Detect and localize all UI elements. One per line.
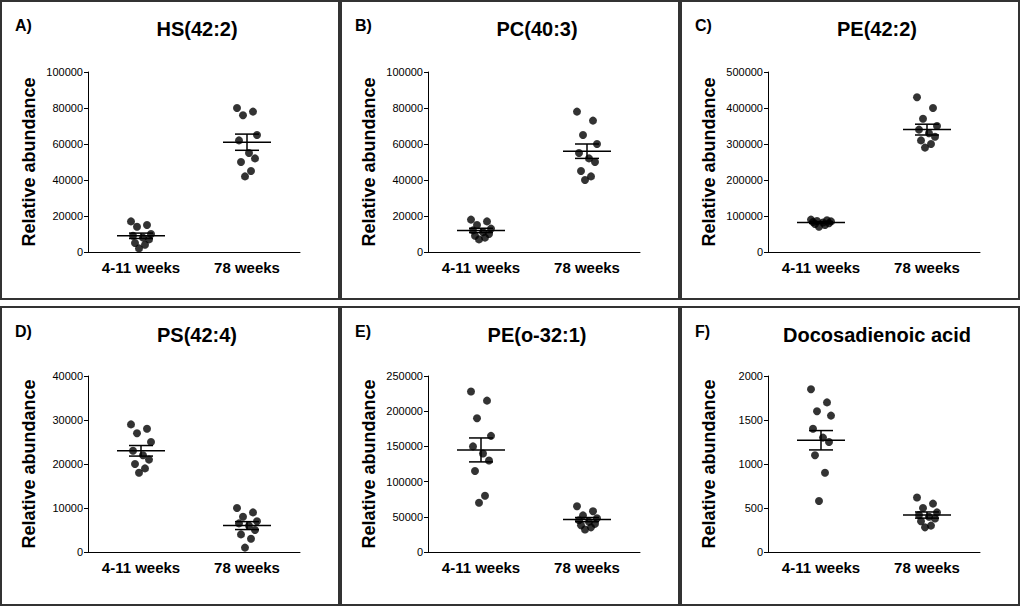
svg-text:1500: 1500 (739, 414, 763, 426)
svg-text:0: 0 (757, 546, 763, 558)
svg-text:Relative abundance: Relative abundance (359, 77, 379, 246)
svg-text:4-11 weeks: 4-11 weeks (102, 259, 180, 276)
svg-text:Relative abundance: Relative abundance (699, 379, 719, 548)
svg-text:4-11 weeks: 4-11 weeks (102, 559, 180, 576)
svg-text:100000: 100000 (46, 66, 83, 78)
svg-text:100000: 100000 (726, 210, 763, 222)
svg-text:0: 0 (77, 246, 83, 258)
svg-text:40000: 40000 (52, 370, 83, 382)
svg-text:PE(42:2): PE(42:2) (837, 18, 917, 40)
svg-text:50000: 50000 (392, 511, 423, 523)
svg-text:Relative abundance: Relative abundance (359, 379, 379, 548)
svg-text:2000: 2000 (739, 370, 763, 382)
svg-text:Relative abundance: Relative abundance (19, 379, 39, 548)
svg-text:80000: 80000 (52, 102, 83, 114)
svg-text:500: 500 (745, 502, 763, 514)
svg-text:A): A) (15, 17, 32, 34)
svg-text:78 weeks: 78 weeks (894, 259, 960, 276)
svg-text:Relative abundance: Relative abundance (699, 77, 719, 246)
svg-text:E): E) (355, 323, 371, 340)
svg-text:300000: 300000 (726, 138, 763, 150)
svg-text:60000: 60000 (392, 138, 423, 150)
svg-text:40000: 40000 (392, 174, 423, 186)
svg-text:200000: 200000 (726, 174, 763, 186)
svg-text:Docosadienoic acid: Docosadienoic acid (783, 324, 971, 346)
svg-text:HS(42:2): HS(42:2) (156, 18, 237, 40)
svg-text:D): D) (15, 323, 32, 340)
svg-text:20000: 20000 (52, 210, 83, 222)
svg-text:0: 0 (77, 546, 83, 558)
svg-text:4-11 weeks: 4-11 weeks (442, 559, 520, 576)
svg-text:PC(40:3): PC(40:3) (496, 18, 577, 40)
svg-text:4-11 weeks: 4-11 weeks (782, 259, 860, 276)
svg-text:40000: 40000 (52, 174, 83, 186)
svg-text:78 weeks: 78 weeks (214, 259, 280, 276)
svg-text:0: 0 (417, 246, 423, 258)
svg-text:60000: 60000 (52, 138, 83, 150)
svg-text:Relative abundance: Relative abundance (19, 77, 39, 246)
svg-text:0: 0 (757, 246, 763, 258)
svg-text:1000: 1000 (739, 458, 763, 470)
svg-text:B): B) (355, 17, 372, 34)
svg-text:500000: 500000 (726, 66, 763, 78)
svg-text:200000: 200000 (386, 405, 423, 417)
svg-text:78 weeks: 78 weeks (894, 559, 960, 576)
svg-text:20000: 20000 (392, 210, 423, 222)
svg-text:250000: 250000 (386, 370, 423, 382)
svg-text:30000: 30000 (52, 414, 83, 426)
svg-text:PE(o-32:1): PE(o-32:1) (488, 324, 587, 346)
svg-text:100000: 100000 (386, 66, 423, 78)
svg-text:150000: 150000 (386, 440, 423, 452)
svg-text:0: 0 (417, 546, 423, 558)
svg-text:78 weeks: 78 weeks (554, 259, 620, 276)
svg-text:F): F) (695, 323, 710, 340)
svg-text:78 weeks: 78 weeks (554, 559, 620, 576)
svg-text:20000: 20000 (52, 458, 83, 470)
svg-text:C): C) (695, 17, 712, 34)
svg-text:100000: 100000 (386, 476, 423, 488)
svg-text:PS(42:4): PS(42:4) (157, 324, 237, 346)
svg-text:78 weeks: 78 weeks (214, 559, 280, 576)
svg-text:400000: 400000 (726, 102, 763, 114)
svg-text:4-11 weeks: 4-11 weeks (442, 259, 520, 276)
svg-text:80000: 80000 (392, 102, 423, 114)
svg-text:10000: 10000 (52, 502, 83, 514)
svg-text:4-11 weeks: 4-11 weeks (782, 559, 860, 576)
